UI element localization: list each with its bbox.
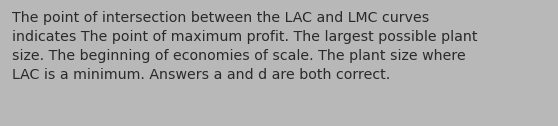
Text: The point of intersection between the LAC and LMC curves
indicates The point of : The point of intersection between the LA… (12, 11, 478, 82)
